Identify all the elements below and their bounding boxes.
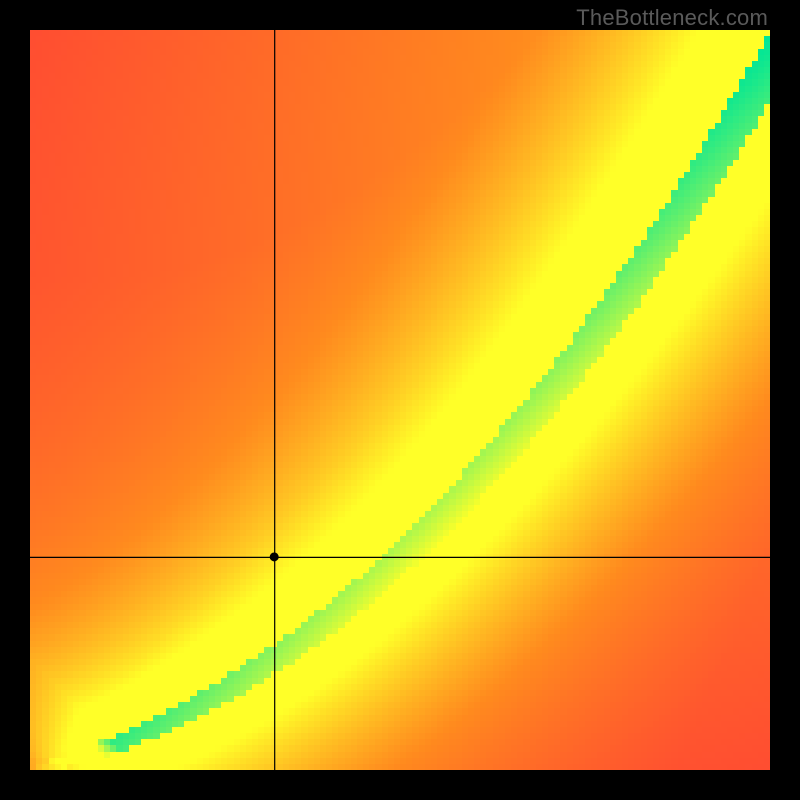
- heatmap-canvas: [30, 30, 770, 770]
- watermark-text: TheBottleneck.com: [576, 5, 768, 31]
- heatmap-plot: [30, 30, 770, 770]
